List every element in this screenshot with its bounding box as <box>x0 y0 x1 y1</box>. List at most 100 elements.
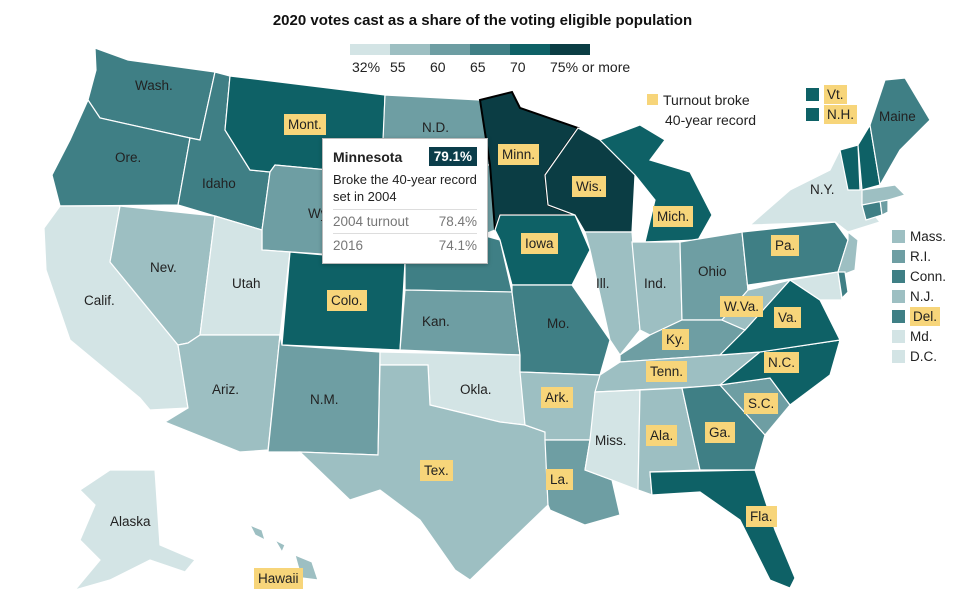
record-chip-pa: Pa. <box>771 235 800 256</box>
record-chip-ga: Ga. <box>705 422 735 443</box>
record-legend-line2: 40-year record <box>665 112 757 128</box>
tooltip-state-name: Minnesota <box>333 148 403 165</box>
state-label-ks: Kan. <box>422 314 450 329</box>
state-ks[interactable] <box>399 289 521 356</box>
state-label-me: Maine <box>879 109 916 124</box>
record-chip-sc: S.C. <box>744 393 779 414</box>
record-chip-tenn: Tenn. <box>646 361 688 382</box>
legend-swatch-3 <box>430 44 470 55</box>
state-hi[interactable] <box>248 523 319 581</box>
state-labels: Wash. Ore. Calif. Nev. Idaho Wyo. Utah A… <box>84 78 916 529</box>
state-label-nv: Nev. <box>150 260 177 275</box>
state-label-mo: Mo. <box>547 316 570 331</box>
legend-label-nj: N.J. <box>910 288 935 304</box>
legend-box-dc <box>892 349 905 363</box>
state-label-ny: N.Y. <box>810 182 835 197</box>
state-label-az: Ariz. <box>212 382 239 397</box>
legend-swatch-5 <box>510 44 550 55</box>
legend-label-ri: R.I. <box>910 248 932 264</box>
small-states-right-legend: Mass. R.I. Conn. N.J. Del. Md. D.C. <box>892 226 946 366</box>
map-title: 2020 votes cast as a share of the voting… <box>272 12 693 29</box>
state-md[interactable] <box>788 271 843 301</box>
legend-label: 70 <box>510 59 526 75</box>
record-chip-nc: N.C. <box>764 352 799 373</box>
record-chip-fla: Fla. <box>746 506 777 527</box>
record-chip-hawaii: Hawaii <box>254 568 303 589</box>
record-chip-mont: Mont. <box>284 114 326 135</box>
state-label-or: Ore. <box>115 150 141 165</box>
state-label-id: Idaho <box>202 176 236 191</box>
legend-label: 75% or more <box>550 59 631 75</box>
legend-label-de: Del. <box>910 306 941 326</box>
color-legend <box>350 44 590 55</box>
record-chip-va: Va. <box>774 307 802 328</box>
legend-box-ri <box>892 249 905 263</box>
state-label-ms: Miss. <box>595 433 627 448</box>
small-states-top-legend: Vt. N.H. <box>806 84 857 124</box>
record-swatch <box>647 94 658 105</box>
state-ma[interactable] <box>861 184 907 206</box>
legend-box-ct <box>892 269 905 283</box>
record-legend: Turnout broke 40-year record <box>647 90 756 130</box>
color-legend-labels: 32% 55 60 65 70 75% or more <box>350 59 650 77</box>
record-chip-wis: Wis. <box>572 176 607 197</box>
record-chip-la: La. <box>546 469 573 490</box>
tooltip-row1-label: 2004 turnout <box>333 214 409 229</box>
legend-box-vt <box>806 87 819 101</box>
state-label-nd: N.D. <box>422 120 449 135</box>
tooltip-row2-label: 2016 <box>333 238 364 253</box>
legend-box-md <box>892 329 905 343</box>
record-chip-minn: Minn. <box>498 144 540 165</box>
legend-label: 55 <box>390 59 406 75</box>
legend-swatch-6 <box>550 44 590 55</box>
legend-label-nh: N.H. <box>824 104 857 124</box>
record-chip-ky: Ky. <box>662 329 689 350</box>
record-chip-ark: Ark. <box>541 387 574 408</box>
legend-label-ct: Conn. <box>910 268 947 284</box>
legend-swatch-1 <box>350 44 390 55</box>
state-label-ak: Alaska <box>110 514 151 529</box>
state-vt[interactable] <box>839 144 861 191</box>
state-de[interactable] <box>837 271 849 300</box>
record-legend-line1: Turnout broke <box>663 92 750 108</box>
state-ak[interactable] <box>73 469 196 592</box>
legend-label-dc: D.C. <box>910 348 937 364</box>
state-label-oh: Ohio <box>698 264 727 279</box>
record-chip-mich: Mich. <box>653 206 694 227</box>
record-chip-iowa: Iowa <box>521 233 558 254</box>
legend-swatch-4 <box>470 44 510 55</box>
legend-label: 60 <box>430 59 446 75</box>
state-label-ut: Utah <box>232 276 261 291</box>
legend-box-de <box>892 309 905 323</box>
state-me[interactable] <box>869 77 931 187</box>
record-chip-ala: Ala. <box>646 425 678 446</box>
tooltip-row1-value: 78.4% <box>438 214 477 229</box>
state-label-il: Ill. <box>596 276 610 291</box>
record-chip-wva: W.Va. <box>720 296 764 317</box>
state-label-wa: Wash. <box>135 78 173 93</box>
tooltip-note-line1: Broke the 40-year record <box>333 172 477 187</box>
record-chip-tex: Tex. <box>420 460 453 481</box>
tooltip-note-line2: set in 2004 <box>333 189 397 204</box>
tooltip-row-2004: 2004 turnout 78.4% <box>333 209 477 229</box>
state-label-ok: Okla. <box>460 382 492 397</box>
tooltip-row-2016: 2016 74.1% <box>333 233 477 253</box>
state-label-in: Ind. <box>644 276 667 291</box>
state-label-ca: Calif. <box>84 293 115 308</box>
legend-label: 32% <box>352 59 381 75</box>
legend-swatch-2 <box>390 44 430 55</box>
state-tooltip: Minnesota 79.1% Broke the 40-year record… <box>322 138 488 264</box>
record-chip-colo: Colo. <box>327 290 367 311</box>
legend-box-nh <box>806 107 819 121</box>
state-ri[interactable] <box>879 199 889 216</box>
legend-label: 65 <box>470 59 486 75</box>
tooltip-row2-value: 74.1% <box>438 238 477 253</box>
tooltip-turnout-badge: 79.1% <box>428 147 477 166</box>
legend-label-md: Md. <box>910 328 933 344</box>
state-fl[interactable] <box>649 469 796 589</box>
legend-label-vt: Vt. <box>824 84 847 104</box>
legend-box-ma <box>892 229 905 243</box>
state-label-nm: N.M. <box>310 392 339 407</box>
legend-label-ma: Mass. <box>910 228 947 244</box>
legend-box-nj <box>892 289 905 303</box>
